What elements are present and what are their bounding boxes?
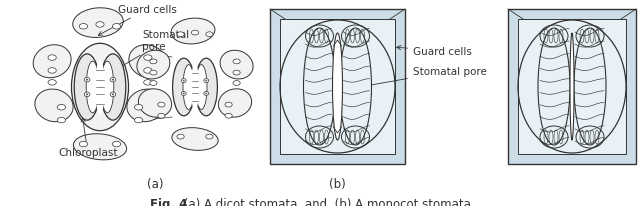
Ellipse shape (225, 114, 232, 119)
Ellipse shape (183, 65, 194, 110)
Ellipse shape (100, 55, 126, 121)
Ellipse shape (173, 59, 195, 116)
Ellipse shape (570, 34, 574, 140)
Ellipse shape (574, 29, 606, 145)
Ellipse shape (111, 79, 114, 81)
Ellipse shape (150, 71, 157, 76)
Ellipse shape (233, 71, 240, 76)
Ellipse shape (158, 103, 165, 108)
Ellipse shape (33, 46, 71, 78)
Bar (508, 10, 636, 164)
Ellipse shape (182, 79, 186, 83)
Text: (a): (a) (147, 177, 163, 190)
Ellipse shape (113, 24, 120, 30)
Ellipse shape (225, 103, 232, 108)
Ellipse shape (205, 80, 207, 82)
Ellipse shape (172, 128, 218, 151)
Ellipse shape (71, 44, 129, 131)
Text: (a) A dicot stomata  and  (b) A monocot stomata: (a) A dicot stomata and (b) A monocot st… (180, 197, 471, 206)
Ellipse shape (86, 94, 88, 96)
Ellipse shape (196, 65, 207, 110)
Text: Guard cells: Guard cells (397, 46, 472, 57)
Ellipse shape (195, 59, 218, 116)
Ellipse shape (171, 19, 215, 45)
Ellipse shape (204, 79, 209, 83)
Text: Stomatal
pore: Stomatal pore (110, 30, 189, 74)
Ellipse shape (74, 55, 100, 121)
Ellipse shape (48, 56, 56, 61)
Ellipse shape (144, 80, 152, 86)
Ellipse shape (218, 89, 252, 118)
Ellipse shape (206, 33, 213, 37)
Ellipse shape (150, 81, 157, 86)
Ellipse shape (111, 94, 114, 96)
Bar (270, 10, 405, 164)
Text: Stomatal pore: Stomatal pore (341, 67, 487, 92)
Ellipse shape (233, 60, 240, 64)
Ellipse shape (48, 80, 56, 86)
Ellipse shape (84, 78, 90, 83)
Text: Fig. 4: Fig. 4 (150, 197, 187, 206)
Ellipse shape (84, 93, 90, 97)
Ellipse shape (204, 92, 209, 96)
Ellipse shape (135, 105, 143, 110)
Ellipse shape (135, 118, 143, 123)
Ellipse shape (127, 90, 165, 122)
Ellipse shape (206, 135, 213, 139)
Ellipse shape (101, 62, 114, 113)
Ellipse shape (86, 62, 99, 113)
Ellipse shape (138, 89, 172, 118)
Text: Chloroplast: Chloroplast (58, 118, 117, 157)
Ellipse shape (339, 29, 372, 145)
Ellipse shape (332, 34, 343, 140)
Ellipse shape (177, 135, 184, 139)
Ellipse shape (113, 142, 120, 147)
Ellipse shape (110, 93, 116, 97)
Ellipse shape (144, 56, 152, 61)
Ellipse shape (96, 23, 104, 28)
Ellipse shape (150, 60, 157, 64)
Ellipse shape (538, 29, 570, 145)
Ellipse shape (137, 51, 170, 80)
Ellipse shape (205, 93, 207, 95)
Ellipse shape (79, 142, 88, 147)
Ellipse shape (182, 92, 186, 96)
Ellipse shape (35, 90, 73, 122)
Bar (518, 20, 626, 154)
Ellipse shape (57, 118, 66, 123)
Ellipse shape (191, 64, 199, 111)
Ellipse shape (129, 46, 167, 78)
Ellipse shape (110, 78, 116, 83)
Text: Guard cells: Guard cells (99, 5, 177, 36)
Ellipse shape (183, 80, 185, 82)
Ellipse shape (95, 60, 104, 115)
Ellipse shape (48, 68, 56, 74)
Ellipse shape (57, 105, 66, 110)
Text: (b): (b) (328, 177, 345, 190)
Ellipse shape (233, 81, 240, 86)
Bar (280, 20, 395, 154)
Ellipse shape (177, 33, 184, 37)
Ellipse shape (79, 24, 88, 30)
Ellipse shape (86, 79, 88, 81)
Ellipse shape (144, 68, 152, 74)
Ellipse shape (183, 93, 185, 95)
Ellipse shape (158, 114, 165, 119)
Ellipse shape (303, 29, 336, 145)
Ellipse shape (191, 31, 198, 36)
Ellipse shape (73, 134, 127, 160)
Ellipse shape (220, 51, 253, 80)
Ellipse shape (73, 9, 123, 38)
